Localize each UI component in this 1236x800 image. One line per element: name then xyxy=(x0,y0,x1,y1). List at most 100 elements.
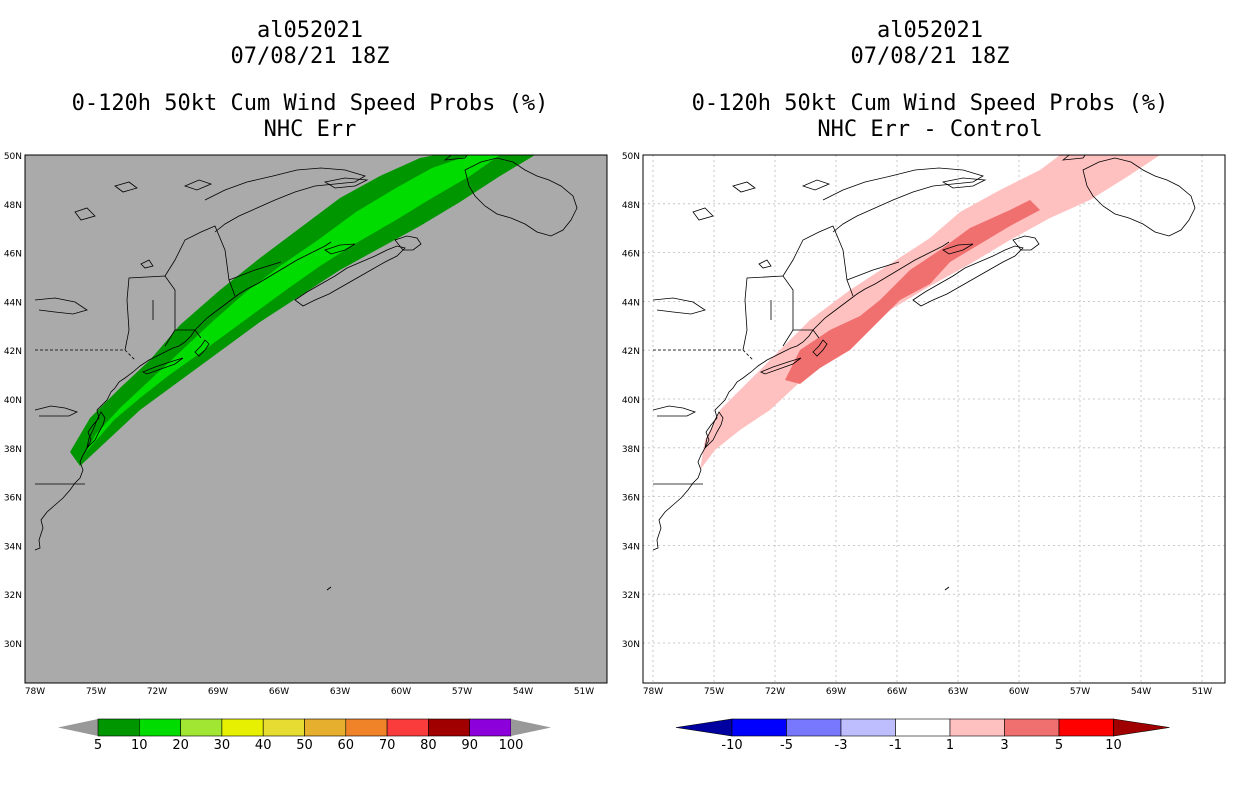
lon-tick-label: 57W xyxy=(452,687,472,697)
colorbar-label: 70 xyxy=(379,738,396,753)
right-diff-band-3-5 xyxy=(785,200,1040,384)
colorbar-swatch xyxy=(786,718,842,737)
colorbar-swatch xyxy=(949,718,1005,737)
colorbar-label: 40 xyxy=(255,738,272,753)
lon-tick-label: 72W xyxy=(147,687,167,697)
colorbar-swatch xyxy=(180,718,223,737)
colorbar-swatch xyxy=(221,718,264,737)
colorbar-swatch xyxy=(428,718,470,737)
colorbar-label: -3 xyxy=(835,738,848,753)
lat-tick-label: 44N xyxy=(622,298,640,308)
colorbar-under-triangle xyxy=(675,718,733,737)
colorbar-label: 3 xyxy=(1000,738,1008,753)
lon-tick-label: 78W xyxy=(643,687,663,697)
lon-tick-label: 78W xyxy=(25,687,45,697)
lat-tick-label: 32N xyxy=(4,591,22,601)
lat-tick-label: 48N xyxy=(622,201,640,211)
right-datetime: 07/08/21 18Z xyxy=(850,44,1010,69)
lon-tick-label: 63W xyxy=(330,687,350,697)
right-lat-labels: 50N 48N 46N 44N 42N 40N 38N 36N 34N 32N 30N xyxy=(622,152,640,650)
lon-tick-label: 66W xyxy=(887,687,907,697)
lat-tick-label: 42N xyxy=(4,347,22,357)
lat-tick-label: 34N xyxy=(4,542,22,552)
lon-tick-label: 72W xyxy=(765,687,785,697)
lon-tick-label: 60W xyxy=(391,687,411,697)
lat-tick-label: 40N xyxy=(622,396,640,406)
lon-tick-label: 69W xyxy=(826,687,846,697)
lon-tick-label: 63W xyxy=(948,687,968,697)
colorbar-swatch xyxy=(304,718,347,737)
colorbar-swatch xyxy=(1004,718,1060,737)
colorbar-label: 10 xyxy=(1105,738,1122,753)
lat-tick-label: 30N xyxy=(622,640,640,650)
lon-tick-label: 51W xyxy=(574,687,594,697)
lon-tick-label: 57W xyxy=(1070,687,1090,697)
right-map-frame xyxy=(642,154,1226,684)
colorbar-label: 1 xyxy=(946,738,954,753)
lon-tick-label: 75W xyxy=(704,687,724,697)
right-storm-id: al052021 xyxy=(877,18,983,43)
lon-tick-label: 51W xyxy=(1192,687,1212,697)
colorbar-swatch xyxy=(345,718,388,737)
colorbar-swatch xyxy=(469,718,512,737)
colorbar-label: 100 xyxy=(499,738,524,753)
colorbar-label: -1 xyxy=(889,738,902,753)
lat-tick-label: 36N xyxy=(4,494,22,504)
right-subtitle: NHC Err - Control xyxy=(817,117,1043,142)
colorbar-swatch xyxy=(262,718,305,737)
left-title: 0-120h 50kt Cum Wind Speed Probs (%) xyxy=(71,91,549,116)
colorbar-label: 60 xyxy=(338,738,355,753)
colorbar-label: 20 xyxy=(172,738,189,753)
lat-tick-label: 50N xyxy=(622,152,640,162)
left-map-frame xyxy=(24,154,608,684)
colorbar-swatch xyxy=(1058,718,1114,737)
lon-tick-label: 54W xyxy=(1131,687,1151,697)
lon-tick-label: 60W xyxy=(1009,687,1029,697)
right-colorbar: -10 -5 -3 -1 1 3 5 10 xyxy=(675,718,1170,753)
colorbar-label: -10 xyxy=(721,738,742,753)
colorbar-label: 80 xyxy=(420,738,437,753)
colorbar-swatch xyxy=(97,718,140,737)
lon-tick-label: 54W xyxy=(513,687,533,697)
left-datetime: 07/08/21 18Z xyxy=(230,44,390,69)
lat-tick-label: 46N xyxy=(622,250,640,260)
lat-tick-label: 46N xyxy=(4,250,22,260)
colorbar-swatch xyxy=(386,718,429,737)
colorbar-over-triangle xyxy=(1113,718,1170,737)
lat-tick-label: 38N xyxy=(4,445,22,455)
colorbar-label: 5 xyxy=(1055,738,1063,753)
lat-tick-label: 30N xyxy=(4,640,22,650)
lat-tick-label: 32N xyxy=(622,591,640,601)
colorbar-under-triangle xyxy=(58,719,98,736)
lon-tick-label: 75W xyxy=(86,687,106,697)
lat-tick-label: 44N xyxy=(4,298,22,308)
lat-tick-label: 38N xyxy=(622,445,640,455)
lon-tick-label: 66W xyxy=(269,687,289,697)
lat-tick-label: 40N xyxy=(4,396,22,406)
left-map xyxy=(24,154,608,684)
right-title: 0-120h 50kt Cum Wind Speed Probs (%) xyxy=(691,91,1169,116)
lat-tick-label: 34N xyxy=(622,542,640,552)
lat-tick-label: 48N xyxy=(4,201,22,211)
colorbar-swatch xyxy=(840,718,896,737)
right-lon-labels: 78W 75W 72W 69W 66W 63W 60W 57W 54W 51W xyxy=(643,687,1212,697)
colorbar-label: -5 xyxy=(780,738,793,753)
lat-tick-label: 36N xyxy=(622,494,640,504)
colorbar-swatch xyxy=(731,718,787,737)
colorbar-label: 50 xyxy=(296,738,313,753)
colorbar-label: 30 xyxy=(214,738,231,753)
colorbar-label: 10 xyxy=(131,738,148,753)
left-colorbar: 5 10 20 30 40 50 60 70 80 90 100 xyxy=(58,718,551,753)
right-map xyxy=(642,154,1226,684)
left-storm-id: al052021 xyxy=(257,18,363,43)
left-subtitle: NHC Err xyxy=(263,117,357,142)
left-lon-labels: 78W 75W 72W 69W 66W 63W 60W 57W 54W 51W xyxy=(25,687,594,697)
colorbar-label: 5 xyxy=(94,738,102,753)
left-lat-labels: 50N 48N 46N 44N 42N 40N 38N 36N 34N 32N 30N xyxy=(4,152,22,650)
colorbar-swatch xyxy=(139,718,181,737)
lat-tick-label: 42N xyxy=(622,347,640,357)
lon-tick-label: 69W xyxy=(208,687,228,697)
colorbar-swatch xyxy=(895,718,951,737)
colorbar-over-triangle xyxy=(511,719,551,736)
